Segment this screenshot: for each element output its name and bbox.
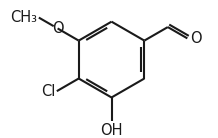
Text: O: O — [52, 21, 63, 36]
Text: OH: OH — [100, 123, 123, 138]
Text: O: O — [190, 31, 202, 46]
Text: CH₃: CH₃ — [10, 10, 37, 25]
Text: Cl: Cl — [41, 84, 55, 99]
